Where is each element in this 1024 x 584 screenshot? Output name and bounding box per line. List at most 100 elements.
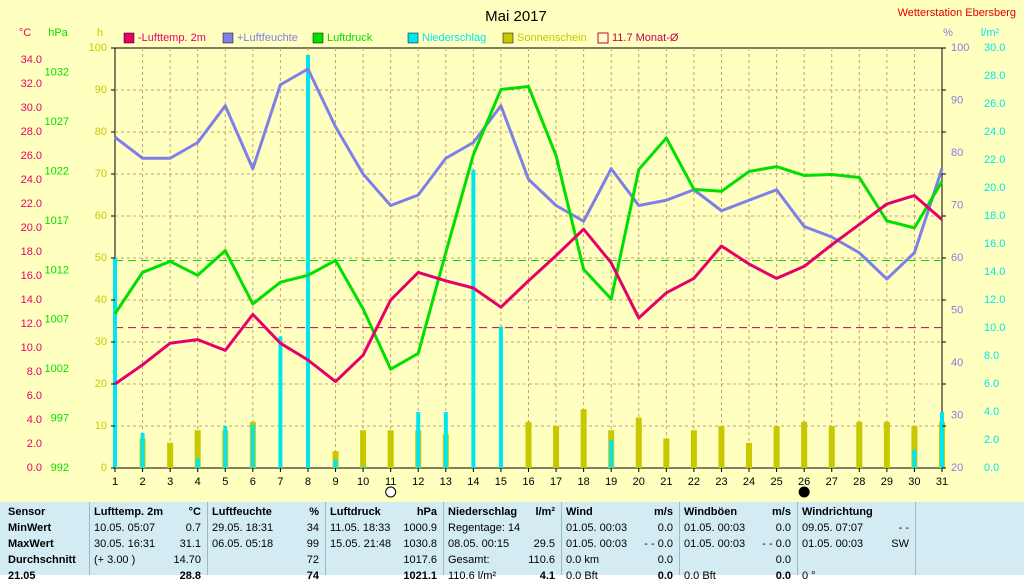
precipitation-axis-tick-label: 22.0	[984, 154, 1005, 166]
legend-swatch	[123, 32, 135, 44]
sunshine-axis-tick-label: 30	[95, 336, 107, 348]
precipitation-axis-tick-label: 30.0	[984, 42, 1005, 54]
temp-axis-tick-label: 34.0	[21, 54, 42, 66]
table-column-header: Wind	[566, 506, 593, 518]
x-tick-label: 17	[550, 476, 562, 488]
table-column-unit: °C	[188, 506, 201, 518]
table-column-header: Windrichtung	[802, 506, 873, 518]
x-tick-label: 20	[633, 476, 645, 488]
humidity-axis-tick-label: 30	[951, 409, 963, 421]
precipitation-axis-tick-label: 8.0	[984, 350, 999, 362]
precipitation-bar	[443, 412, 448, 468]
temp-axis-tick-label: 30.0	[21, 102, 42, 114]
table-column-unit: hPa	[416, 506, 437, 518]
x-tick-label: 1	[112, 476, 118, 488]
sunshine-axis-tick-label: 10	[95, 420, 107, 432]
table-cell-label: 0.0 km	[566, 554, 600, 566]
humidity-axis-tick-label: 100	[951, 42, 969, 54]
precipitation-axis-tick-label: 2.0	[984, 434, 999, 446]
table-cell-label: 0.0 Bft	[684, 570, 716, 582]
pressure-axis-tick-label: 1002	[45, 363, 69, 375]
table-cell-label: 08.05. 00:15	[448, 538, 510, 550]
table-cell-label: 15.05. 21:48	[330, 538, 392, 550]
table-row-label: Durchschnitt	[8, 554, 76, 566]
table-cell-value: 99	[306, 538, 319, 550]
table-column-separator	[325, 502, 326, 575]
table-cell-value: 0.0	[775, 522, 791, 534]
new-moon-icon	[798, 486, 810, 498]
precipitation-bar	[498, 326, 503, 468]
sunshine-axis-tick-label: 0	[101, 462, 107, 474]
x-tick-label: 4	[195, 476, 201, 488]
sunshine-bar	[911, 426, 918, 468]
table-cell-value: 31.1	[179, 538, 201, 550]
table-column-separator	[797, 502, 798, 575]
legend-label: Sonnenschein	[517, 32, 587, 44]
x-tick-label: 29	[881, 476, 893, 488]
table-cell-value: 110.6	[528, 554, 555, 566]
temp-axis-tick-label: 14.0	[21, 294, 42, 306]
legend-swatch	[312, 32, 324, 44]
temp-axis-tick-label: 18.0	[21, 246, 42, 258]
table-cell-label: 09.05. 07:07	[802, 522, 864, 534]
table-cell-value: 74	[306, 570, 319, 582]
temp-axis-tick-label: 24.0	[21, 174, 42, 186]
humidity-unit-label: %	[943, 27, 953, 39]
legend-label: Niederschlag	[422, 32, 486, 44]
x-tick-label: 7	[277, 476, 283, 488]
sunshine-bar	[883, 421, 890, 468]
sunshine-bar	[580, 409, 587, 468]
x-tick-label: 24	[743, 476, 755, 488]
precipitation-bar	[223, 426, 228, 468]
sunshine-axis-tick-label: 70	[95, 168, 107, 180]
precipitation-axis-tick-label: 6.0	[984, 378, 999, 390]
table-column-unit: m/s	[654, 506, 673, 518]
table-row-label: MinWert	[8, 522, 52, 534]
humidity-axis-tick-label: 40	[951, 357, 963, 369]
table-cell-value: 0.0	[657, 570, 673, 582]
table-cell-label: 0 °	[802, 570, 816, 582]
table-column-separator	[679, 502, 680, 575]
x-tick-label: 11	[385, 476, 396, 488]
temp-axis-tick-label: 26.0	[21, 150, 42, 162]
legend-swatch	[502, 32, 514, 44]
table-cell-value: 34	[306, 522, 319, 534]
table-cell-value: - -	[898, 522, 909, 534]
table-column-unit: l/m²	[535, 506, 555, 518]
precipitation-axis-tick-label: 14.0	[984, 266, 1005, 278]
table-row-label: MaxWert	[8, 538, 54, 550]
table-column-header: Luftfeuchte	[212, 506, 272, 518]
precipitation-axis-tick-label: 18.0	[984, 210, 1005, 222]
sunshine-bar	[194, 430, 201, 468]
x-tick-label: 8	[305, 476, 311, 488]
legend-label: 11.7 Monat-Ø	[612, 32, 679, 44]
table-cell-value: 4.1	[539, 570, 555, 582]
legend-label: Luftdruck	[327, 32, 373, 44]
x-tick-label: 10	[357, 476, 369, 488]
legend-label: +Luftfeuchte	[237, 32, 298, 44]
precipitation-bar	[940, 412, 944, 468]
x-tick-label: 9	[332, 476, 338, 488]
temp-axis-tick-label: 6.0	[27, 390, 42, 402]
precipitation-bar	[250, 424, 255, 468]
humidity-axis-tick-label: 80	[951, 147, 963, 159]
precipitation-bar	[912, 449, 917, 468]
x-tick-label: 16	[522, 476, 534, 488]
x-tick-label: 15	[495, 476, 507, 488]
table-column-separator	[89, 502, 90, 575]
table-column-header: Luftdruck	[330, 506, 381, 518]
table-cell-label: Gesamt:	[448, 554, 490, 566]
pressure-unit-label: hPa	[48, 27, 68, 39]
legend-swatch	[222, 32, 234, 44]
table-cell-value: 14.70	[173, 554, 201, 566]
temp-axis-tick-label: 12.0	[21, 318, 42, 330]
x-tick-label: 28	[853, 476, 865, 488]
x-tick-label: 26	[798, 476, 810, 488]
table-cell-value: 28.8	[179, 570, 201, 582]
pressure-axis-tick-label: 1022	[45, 165, 69, 177]
table-cell-label: 30.05. 16:31	[94, 538, 156, 550]
table-column-separator	[443, 502, 444, 575]
table-column-header: Lufttemp. 2m	[94, 506, 164, 518]
sunshine-bar	[746, 442, 753, 468]
precipitation-bar	[305, 55, 310, 468]
